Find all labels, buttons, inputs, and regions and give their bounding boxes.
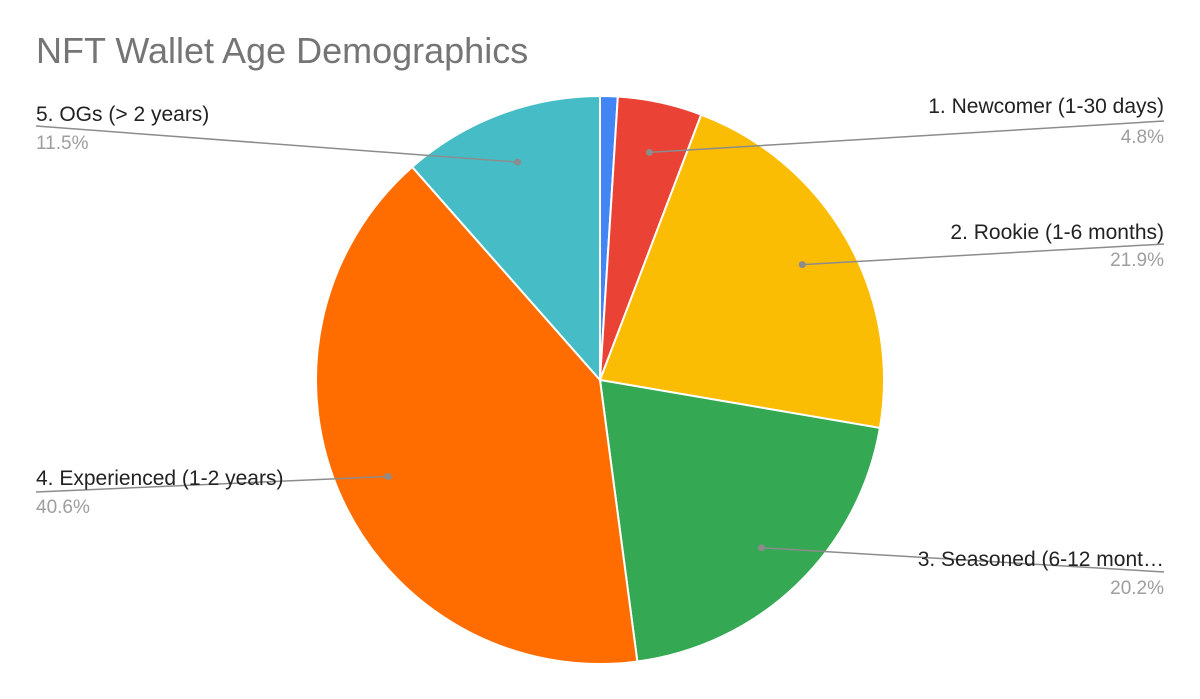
slice-percent-label: 11.5% bbox=[36, 133, 89, 154]
chart-title: NFT Wallet Age Demographics bbox=[36, 30, 528, 71]
slice-label: 3. Seasoned (6-12 mont… bbox=[918, 548, 1164, 571]
pie-slice-4-experienced-1-2-years bbox=[315, 165, 639, 665]
slice-label: 1. Newcomer (1-30 days) bbox=[928, 95, 1164, 118]
leader-dot bbox=[645, 148, 653, 156]
slice-label: 2. Rookie (1-6 months) bbox=[950, 221, 1164, 244]
leader-dot bbox=[514, 158, 522, 166]
pie-slice-2-rookie-1-6-months bbox=[598, 113, 885, 430]
leader-dot bbox=[758, 544, 766, 552]
leader-line bbox=[35, 125, 518, 163]
leader-line bbox=[761, 546, 1165, 573]
pie-slices bbox=[315, 94, 885, 665]
leader-dot bbox=[798, 261, 806, 269]
slice-label: 5. OGs (> 2 years) bbox=[36, 103, 209, 126]
slice-percent-label: 21.9% bbox=[1110, 250, 1164, 271]
leader-line bbox=[649, 120, 1165, 154]
slice-percent-label: 40.6% bbox=[36, 497, 90, 518]
slice-percent-label: 4.8% bbox=[1121, 127, 1164, 148]
leader-dot bbox=[384, 472, 392, 480]
slice-label: 4. Experienced (1-2 years) bbox=[36, 467, 283, 490]
pie-slice-3-seasoned-6-12-months bbox=[598, 378, 882, 663]
leader-line bbox=[802, 243, 1165, 266]
slice-percent-label: 20.2% bbox=[1110, 578, 1164, 599]
slice-labels: 1. Newcomer (1-30 days) 4.8% 2. Rookie (1-… bbox=[35, 95, 1165, 599]
pie-slice-5-ogs-2-years bbox=[410, 94, 601, 383]
leader-line bbox=[35, 475, 389, 493]
